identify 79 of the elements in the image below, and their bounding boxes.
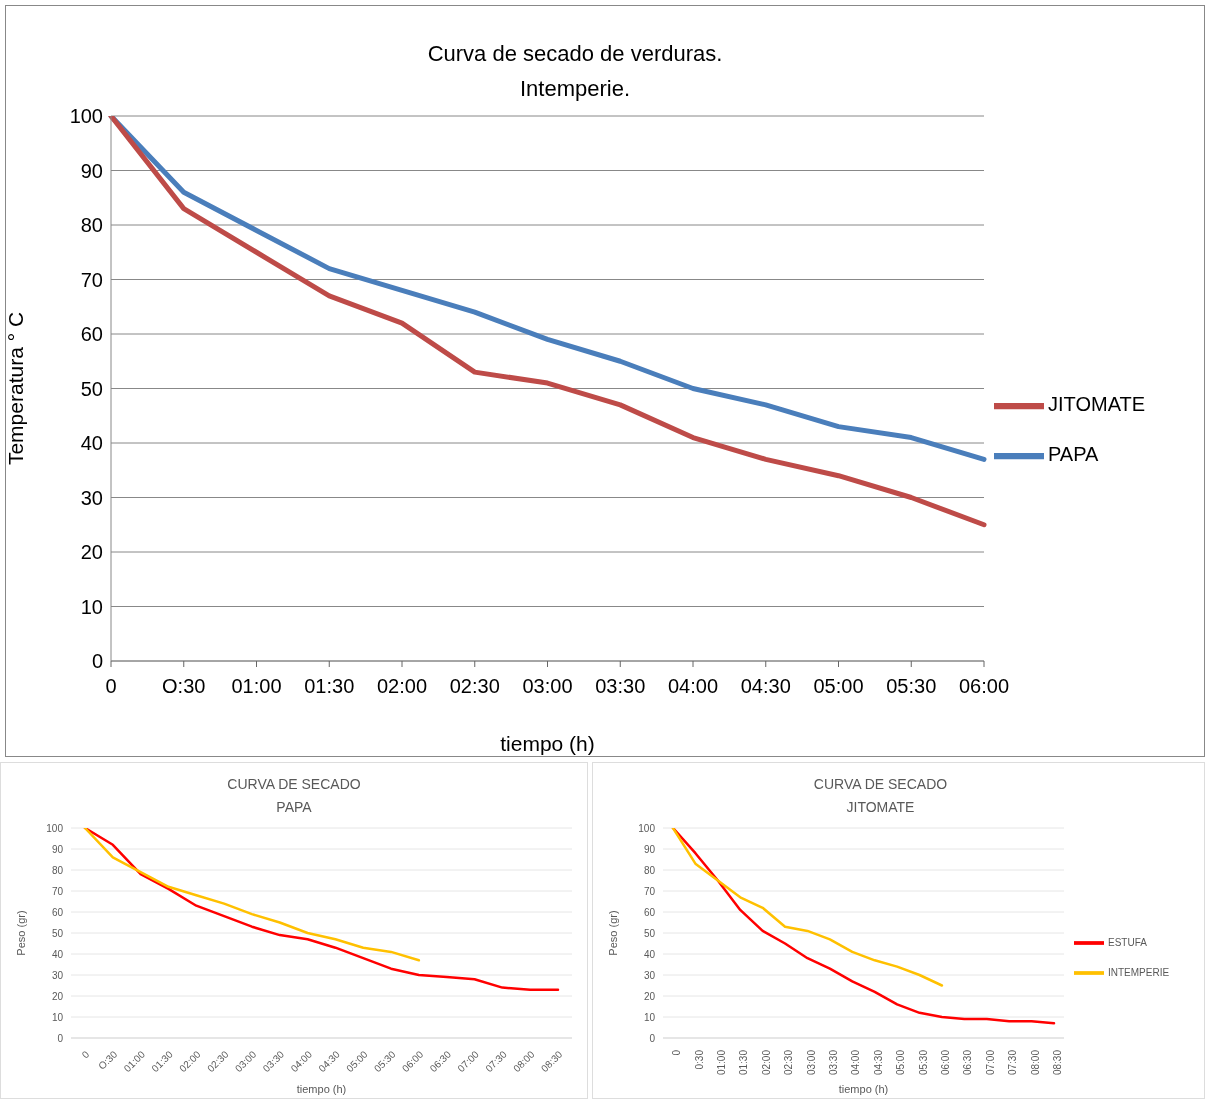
y-tick-label: 40 [80,432,103,455]
x-tick-label: 0 [105,675,117,698]
x-tick-label: 04:00 [667,675,719,698]
x-tick-label: 05:30 [886,675,937,698]
y-tick-label: 30 [51,969,64,981]
y-tick-label: 20 [80,541,103,564]
y-tick-label: 100 [638,822,656,834]
line-series [671,828,944,987]
x-tick-label: 06:30 [962,1049,974,1076]
y-tick-label: 40 [51,948,64,960]
y-tick-label: 70 [643,885,656,897]
x-tick-label: 02:30 [783,1049,795,1076]
y-tick-label: 50 [643,927,656,939]
chart-title: CURVA DE SECADO JITOMATE [813,775,948,817]
x-tick-label: 08:30 [1052,1049,1064,1076]
y-tick-label: 70 [51,885,64,897]
y-tick-label: 10 [51,1011,64,1023]
x-tick-label: 03:30 [595,675,646,698]
x-axis-title: tiempo (h) [838,1083,889,1095]
legend-label: JITOMATE [1048,393,1146,416]
x-tick-label: 0 [671,1049,683,1056]
chart-title: CURVA DE SECADO PAPA [227,775,361,817]
y-tick-label: 80 [51,864,64,876]
x-tick-label: 0:30 [693,1049,705,1070]
y-tick-label: 100 [69,105,103,128]
y-tick-label: 80 [80,214,103,237]
x-axis-title: tiempo (h) [296,1083,347,1095]
y-tick-label: 90 [51,843,64,855]
y-tick-label: 60 [80,323,103,346]
legend-label: ESTUFA [1108,936,1147,948]
y-tick-label: 90 [80,159,103,182]
y-axis-title: Peso (gr) [14,910,27,956]
x-tick-label: O:30 [162,675,206,698]
y-tick-label: 40 [643,948,656,960]
line-series [83,828,421,962]
y-tick-label: 50 [51,927,64,939]
x-tick-label: 06:00 [958,675,1010,698]
x-tick-label: 03:30 [827,1049,839,1076]
x-tick-label: 07:30 [1007,1049,1019,1076]
y-tick-label: 60 [643,906,656,918]
x-tick-label: 06:00 [940,1049,952,1076]
x-tick-label: 01:30 [738,1049,750,1076]
x-tick-label: 01:30 [304,675,355,698]
y-tick-label: 0 [91,650,103,673]
x-axis-title: tiempo (h) [500,732,595,755]
y-tick-label: 30 [643,969,656,981]
x-tick-label: 01:00 [231,675,282,698]
x-tick-label: 08:00 [1029,1049,1041,1076]
x-tick-label: 02:00 [376,675,428,698]
legend-label: INTEMPERIE [1108,966,1170,978]
y-tick-label: 10 [643,1011,656,1023]
y-tick-label: 90 [643,843,656,855]
y-tick-label: 100 [46,822,64,834]
x-tick-label: 07:00 [984,1049,996,1076]
y-tick-label: 30 [80,486,103,509]
chart-title: Curva de secado de verduras. Intemperie. [427,39,723,103]
x-tick-label: 04:30 [740,675,791,698]
x-tick-label: 04:00 [850,1049,862,1076]
x-tick-label: 02:00 [760,1049,772,1076]
y-tick-label: 50 [80,377,103,400]
x-tick-label: 03:00 [805,1049,817,1076]
x-tick-label: 02:30 [449,675,500,698]
y-tick-label: 80 [643,864,656,876]
x-tick-label: 04:30 [872,1049,884,1076]
x-tick-label: 05:00 [813,675,864,698]
y-tick-label: 10 [80,595,103,618]
y-tick-label: 20 [51,990,64,1002]
y-tick-label: 0 [57,1032,64,1044]
y-tick-label: 70 [80,268,103,291]
y-tick-label: 0 [649,1032,656,1044]
y-axis-title: Temperatura ° C [4,311,28,466]
x-tick-label: 01:00 [715,1049,727,1076]
y-tick-label: 60 [51,906,64,918]
x-tick-label: 05:00 [895,1049,907,1076]
x-tick-label: 05:30 [917,1049,929,1076]
legend-label: PAPA [1048,443,1099,466]
y-tick-label: 20 [643,990,656,1002]
x-tick-label: 03:00 [522,675,573,698]
y-axis-title: Peso (gr) [606,910,619,956]
